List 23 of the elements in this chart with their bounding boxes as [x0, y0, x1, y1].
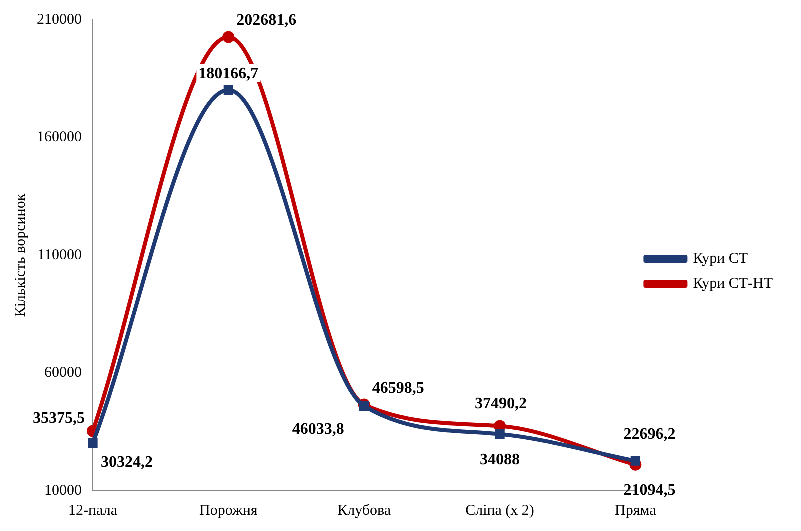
x-tick-label: Пряма	[615, 502, 657, 519]
x-tick-label: Клубова	[338, 502, 392, 519]
y-tick-label: 210000	[37, 12, 82, 28]
y-tick-label: 110000	[38, 247, 82, 264]
data-label: 37490,2	[475, 395, 528, 412]
data-label: 30324,2	[101, 454, 153, 472]
legend-label: Кури СТ-НТ	[693, 276, 773, 292]
data-label: 46033,8	[292, 421, 344, 438]
data-label: 35375,5	[33, 410, 85, 428]
data-label: 202681,6	[236, 12, 297, 30]
legend-label: Кури СТ	[693, 250, 748, 267]
x-tick-label: 12-пала	[68, 502, 118, 519]
y-axis-title: Кількість ворсинок	[12, 193, 29, 318]
data-label: 46598,5	[372, 380, 424, 397]
x-tick-label: Сліпа (х 2)	[466, 502, 534, 519]
data-label: 34088	[480, 451, 520, 468]
y-tick-label: 60000	[44, 365, 82, 382]
data-label: 21094,5	[624, 482, 676, 499]
data-label: 180166,7	[198, 65, 259, 82]
x-tick-label: Порожня	[200, 502, 258, 519]
data-label: 22696,2	[624, 426, 676, 444]
y-tick-label: 160000	[37, 130, 82, 146]
y-tick-label: 10000	[44, 482, 82, 499]
